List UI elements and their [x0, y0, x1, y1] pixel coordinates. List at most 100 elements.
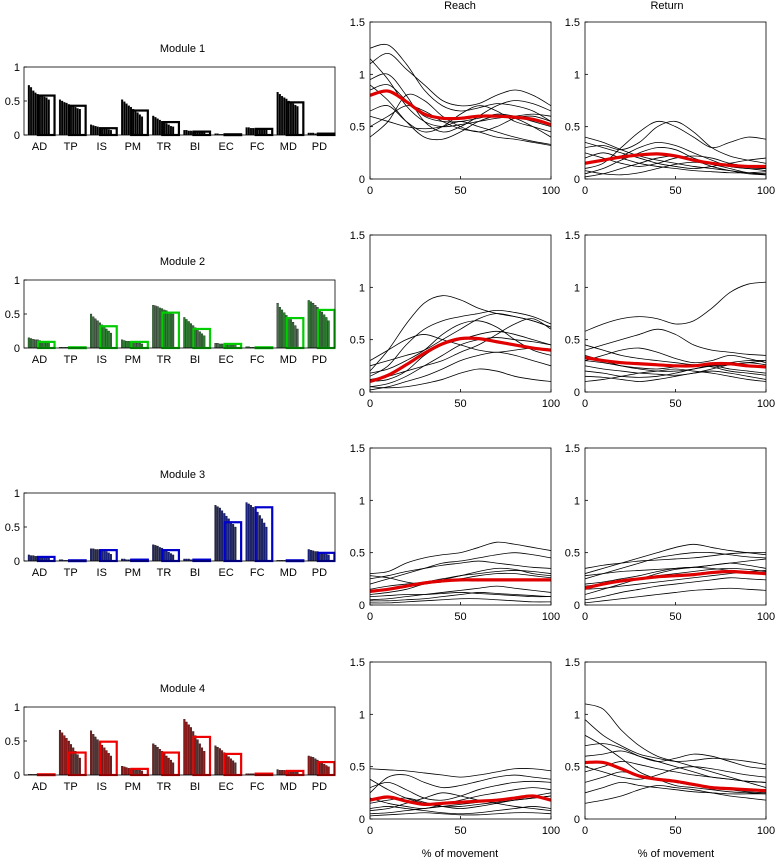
subject-bar	[276, 302, 279, 349]
category-label: EC	[219, 141, 234, 153]
subject-bar	[27, 554, 30, 562]
category-label: PM	[125, 567, 142, 579]
subject-lines	[585, 543, 766, 604]
subject-bar	[227, 518, 230, 562]
y-tick-label: 0.5	[350, 122, 365, 134]
subject-bar	[30, 87, 33, 136]
subject-bar	[307, 755, 310, 776]
y-tick-label: 0	[14, 556, 20, 568]
x-tick-label: 50	[454, 185, 466, 197]
subject-bar	[72, 105, 75, 136]
subject-line	[585, 347, 766, 364]
subject-line	[370, 768, 551, 778]
y-tick-label: 0.5	[350, 548, 365, 560]
subject-bar	[32, 90, 35, 136]
subject-bar	[34, 92, 37, 136]
subject-bar	[101, 744, 104, 776]
subject-line	[585, 161, 766, 176]
subject-bar	[121, 766, 124, 776]
subject-bar	[94, 549, 97, 562]
return-chart-module-2: 0 0.5 1 1.5 0 50 100	[565, 230, 775, 410]
subject-bar	[172, 313, 175, 349]
subject-lines	[585, 120, 766, 178]
subject-bar	[165, 310, 168, 349]
subject-bar	[292, 103, 295, 136]
subject-bar	[245, 127, 248, 136]
category-label: MD	[280, 567, 297, 579]
subject-bar	[227, 756, 230, 776]
subject-bar	[121, 339, 124, 349]
subject-line	[370, 320, 551, 374]
x-tick-label: 100	[542, 398, 560, 410]
weights-chart-module-2: Module 2 0 0.5 1 AD TP IS PM TR BI EC FC MD PD	[5, 256, 336, 366]
category-label: IS	[97, 781, 107, 793]
subject-line	[585, 567, 766, 595]
subject-bar	[103, 550, 106, 562]
subject-bar	[216, 343, 219, 349]
category-label: BI	[190, 354, 200, 366]
subject-line	[585, 368, 766, 382]
subject-line	[370, 318, 551, 380]
subject-bar	[198, 743, 201, 776]
y-tick-label: 0.5	[5, 309, 20, 321]
subject-bar	[221, 750, 224, 776]
subject-bar	[218, 507, 221, 562]
subject-bar	[183, 130, 186, 136]
subject-bar	[327, 320, 330, 349]
subject-bar	[263, 522, 266, 562]
subject-line	[370, 93, 551, 138]
subject-lines	[370, 43, 551, 146]
subject-line	[585, 743, 766, 770]
subject-bar	[163, 753, 166, 776]
subject-bar	[158, 749, 161, 776]
x-tick-label: 50	[669, 825, 681, 837]
subject-bar	[92, 548, 95, 562]
subject-line	[585, 562, 766, 577]
weights-title: Module 3	[160, 469, 205, 481]
subject-bar	[156, 306, 159, 349]
subject-bar	[187, 724, 190, 776]
y-tick-label: 0	[14, 343, 20, 355]
x-tick-label: 0	[582, 185, 588, 197]
subject-bar	[125, 767, 128, 776]
subject-bar	[107, 552, 110, 562]
y-tick-label: 0	[14, 130, 20, 142]
y-tick-label: 0.5	[350, 335, 365, 347]
y-tick-label: 0	[574, 174, 580, 186]
subject-bar	[252, 128, 255, 136]
x-tick-label: 0	[582, 398, 588, 410]
x-tick-label: 50	[454, 398, 466, 410]
subject-bar	[289, 319, 292, 349]
subject-bar	[109, 755, 112, 776]
subject-bar	[323, 763, 326, 776]
y-tick-label: 1	[14, 62, 20, 74]
subject-bar	[92, 316, 95, 349]
subject-bar	[58, 99, 61, 136]
subject-line	[370, 585, 551, 601]
subject-line	[585, 152, 766, 174]
x-tick-label: 100	[757, 398, 775, 410]
subject-bar	[103, 326, 106, 349]
subject-bar	[96, 739, 99, 776]
subject-bar	[296, 106, 299, 136]
subject-bar	[287, 100, 290, 136]
subject-bar	[256, 511, 259, 562]
subject-bar	[318, 761, 321, 776]
y-tick-label: 1.5	[565, 17, 580, 29]
subject-line	[585, 120, 766, 169]
subject-line	[370, 368, 551, 389]
subject-bar	[30, 338, 33, 349]
subject-line	[370, 313, 551, 367]
subject-lines	[370, 768, 551, 817]
subject-line	[585, 761, 766, 783]
y-tick-label: 1.5	[565, 443, 580, 455]
subject-bar	[325, 317, 328, 349]
subject-bar	[152, 115, 155, 136]
subject-bar	[65, 738, 68, 776]
subject-bar	[63, 735, 66, 776]
y-tick-label: 1	[359, 495, 365, 507]
xlabel-return: % of movement	[638, 848, 714, 860]
subject-bar	[132, 109, 135, 136]
subject-bar	[125, 103, 128, 136]
subject-bar	[127, 105, 130, 136]
